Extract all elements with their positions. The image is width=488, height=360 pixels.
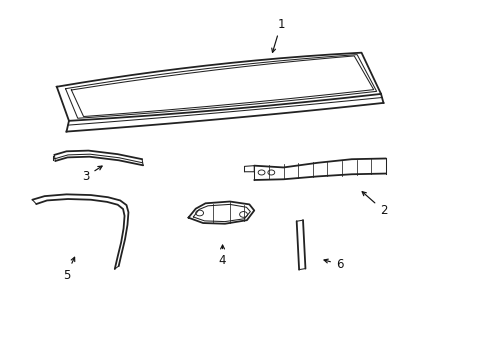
Text: 2: 2 [362, 192, 386, 217]
Text: 4: 4 [218, 245, 226, 267]
Text: 3: 3 [82, 166, 102, 183]
Text: 6: 6 [324, 258, 343, 271]
Text: 1: 1 [271, 18, 284, 52]
Text: 5: 5 [62, 257, 75, 282]
